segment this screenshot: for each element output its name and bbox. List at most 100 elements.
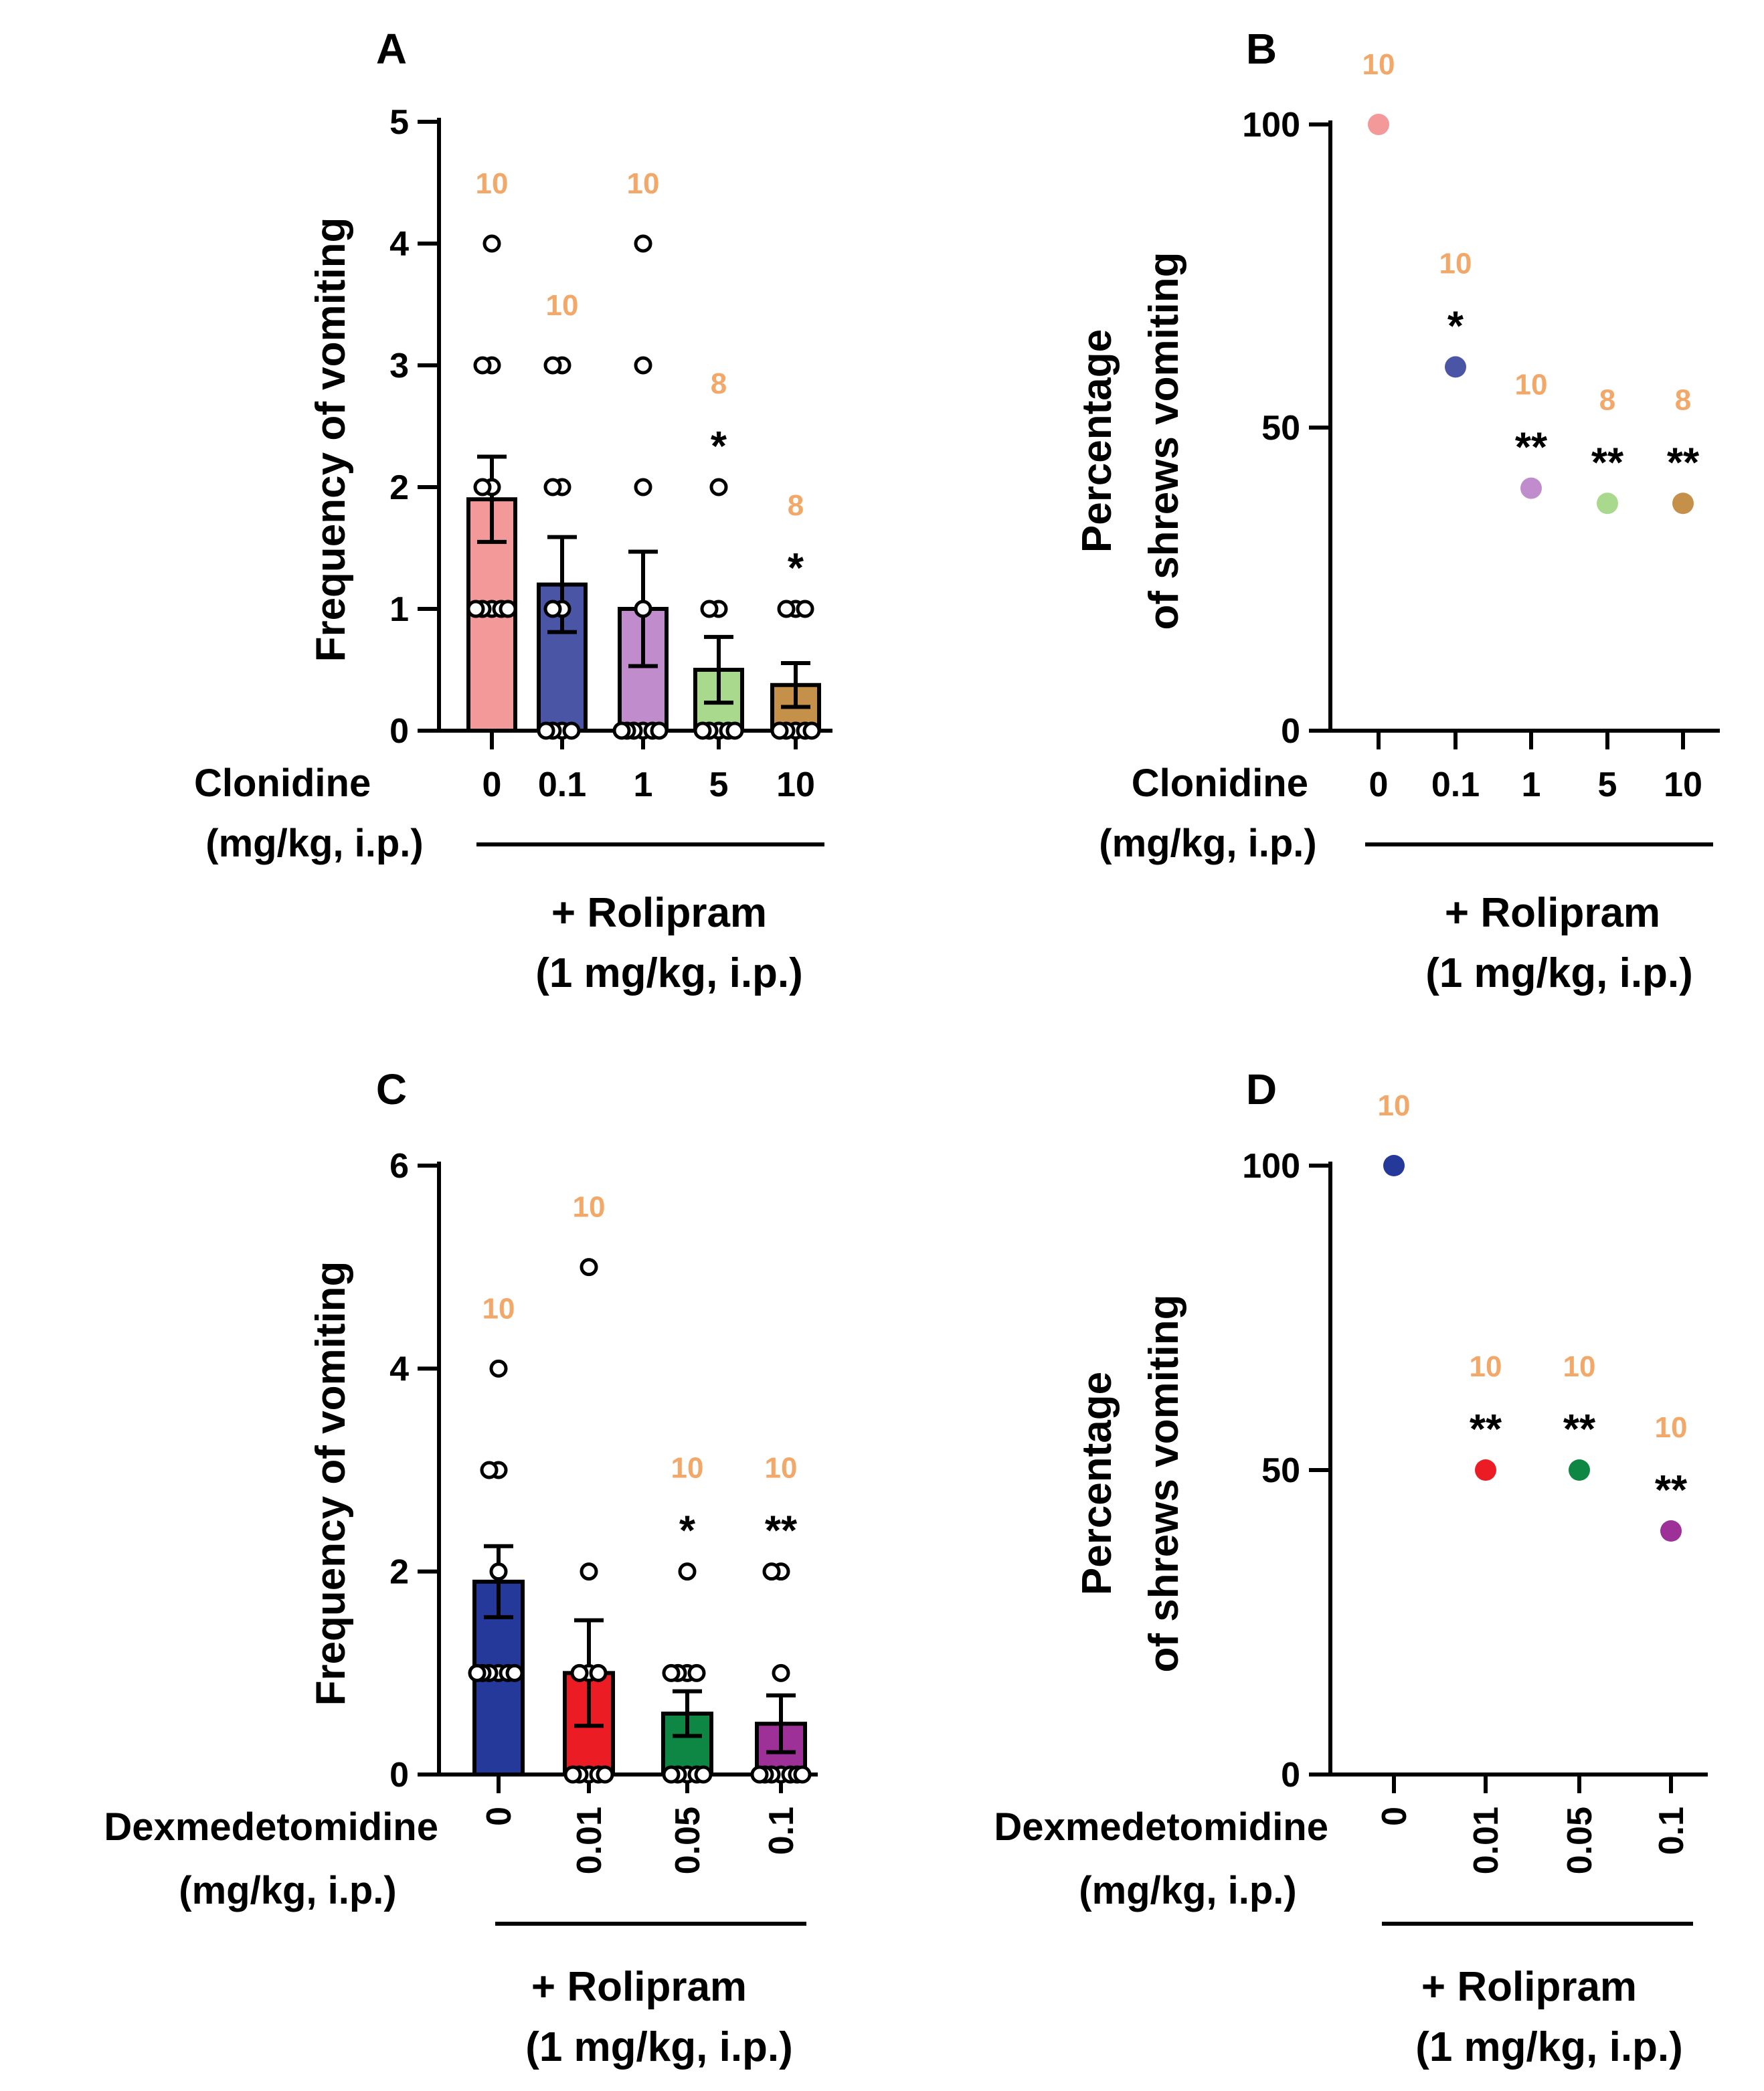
data-point [634, 234, 652, 253]
n-label: 10 [1563, 1350, 1596, 1383]
y-tick-label: 2 [389, 1553, 409, 1592]
treatment-unit: (mg/kg, i.p.) [179, 1869, 396, 1912]
cotreatment-dose: (1 mg/kg, i.p.) [525, 2024, 793, 2070]
data-point [662, 1663, 681, 1682]
data-point [777, 600, 796, 618]
data-point [662, 1765, 681, 1784]
y-tick-label: 1 [389, 590, 409, 629]
n-label: 10 [1655, 1411, 1688, 1444]
data-point [563, 1765, 582, 1784]
data-point [580, 1258, 598, 1277]
data-point [709, 478, 728, 496]
data-point [1445, 356, 1466, 378]
data-point [570, 1663, 589, 1682]
data-point [802, 721, 821, 740]
data-point [678, 1562, 697, 1581]
cotreatment-label: + Rolipram [1421, 1964, 1637, 2010]
data-point [694, 1765, 713, 1784]
n-label: 10 [627, 167, 660, 200]
panel-d: D 0 50 100 Percentage of shrews vomiting 0 10 0.… [994, 1065, 1708, 2070]
treatment-label: Clonidine [194, 761, 371, 805]
panel-letter: D [1246, 1065, 1277, 1113]
significance-marker: ** [1470, 1406, 1502, 1453]
data-point [489, 1562, 508, 1581]
x-tick-label: 0.01 [570, 1807, 609, 1874]
n-label: 10 [476, 167, 509, 200]
y-tick-label: 4 [389, 1350, 409, 1388]
data-point [473, 478, 492, 496]
significance-marker: ** [1655, 1467, 1688, 1514]
data-point [466, 600, 485, 618]
data-point [543, 356, 562, 375]
treatment-label: Dexmedetomidine [104, 1805, 438, 1849]
significance-marker: * [788, 545, 804, 592]
x-tick-label: 0 [1369, 765, 1389, 804]
data-point [793, 1765, 812, 1784]
n-label: 10 [573, 1191, 606, 1224]
x-tick-label: 0 [1375, 1807, 1414, 1826]
x-tick-label: 0.05 [669, 1807, 707, 1874]
y-tick-label: 0 [389, 712, 409, 751]
n-label: 8 [1675, 383, 1691, 416]
data-point [589, 1663, 608, 1682]
data-point [750, 1765, 769, 1784]
data-point [1368, 114, 1389, 135]
x-tick-label: 0 [480, 1807, 519, 1826]
x-tick-label: 0.05 [1561, 1807, 1599, 1874]
significance-marker: ** [1591, 440, 1624, 486]
cotreatment-dose: (1 mg/kg, i.p.) [535, 950, 803, 996]
data-point [1520, 477, 1542, 499]
significance-marker: * [711, 424, 727, 470]
data-point [537, 721, 555, 740]
panel-letter: A [376, 25, 407, 73]
y-axis-label: Frequency of vomiting [308, 217, 354, 662]
x-tick-label: 0.1 [1652, 1807, 1691, 1855]
y-tick-label: 5 [389, 103, 409, 142]
significance-marker: ** [1563, 1406, 1596, 1453]
x-tick-label: 10 [776, 765, 815, 804]
y-tick-label: 4 [389, 225, 409, 264]
x-tick-label: 0.1 [1431, 765, 1480, 804]
n-label: 10 [1378, 1089, 1411, 1122]
data-point [1383, 1155, 1405, 1176]
data-point [772, 1663, 790, 1682]
treatment-label: Dexmedetomidine [994, 1805, 1328, 1849]
data-point [543, 478, 562, 496]
data-point [1672, 492, 1694, 515]
n-label: 8 [788, 489, 804, 522]
y-tick-label: 0 [1281, 712, 1300, 751]
data-point [473, 356, 492, 375]
y-tick-label: 0 [389, 1756, 409, 1795]
data-point [700, 600, 719, 618]
n-label: 8 [711, 367, 727, 400]
x-tick-label: 1 [634, 765, 653, 804]
x-tick-label: 0.01 [1467, 1807, 1506, 1874]
treatment-label: Clonidine [1132, 761, 1308, 805]
data-point [634, 356, 652, 375]
data-point [489, 1359, 508, 1378]
data-point [1660, 1520, 1682, 1542]
y-tick-label: 2 [389, 468, 409, 507]
data-point [562, 721, 581, 740]
data-point [693, 721, 712, 740]
panel-letter: B [1246, 25, 1277, 73]
y-axis-label-line1: Percentage [1074, 329, 1120, 553]
data-point [580, 1562, 598, 1581]
x-tick-label: 10 [1664, 765, 1702, 804]
data-point [543, 600, 562, 618]
treatment-unit: (mg/kg, i.p.) [1099, 822, 1316, 865]
y-axis-label: Frequency of vomiting [308, 1261, 354, 1706]
y-tick-label: 50 [1261, 409, 1300, 448]
treatment-unit: (mg/kg, i.p.) [1079, 1869, 1296, 1912]
data-point [482, 234, 501, 253]
cotreatment-label: + Rolipram [551, 890, 767, 936]
x-tick-label: 0 [482, 765, 502, 804]
cotreatment-dose: (1 mg/kg, i.p.) [1425, 950, 1693, 996]
x-tick-label: 5 [709, 765, 729, 804]
y-tick-label: 3 [389, 347, 409, 385]
data-point [687, 1663, 706, 1682]
significance-marker: ** [765, 1508, 798, 1554]
n-label: 10 [1439, 247, 1472, 280]
n-label: 8 [1599, 383, 1615, 416]
